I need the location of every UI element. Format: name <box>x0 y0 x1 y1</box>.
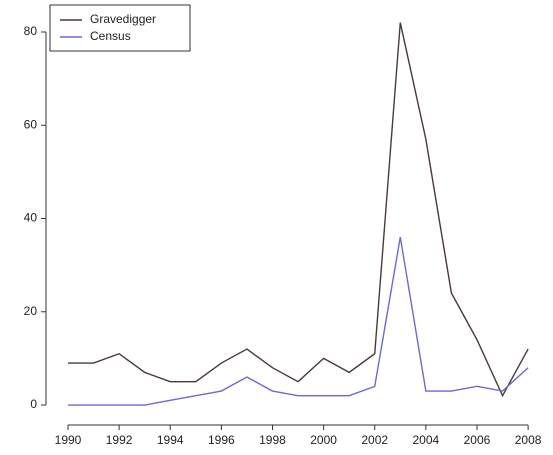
legend-label: Gravedigger <box>90 12 156 26</box>
x-tick-label: 2002 <box>361 433 388 447</box>
x-tick-label: 1994 <box>157 433 184 447</box>
legend-box <box>49 4 191 52</box>
x-tick-label: 2004 <box>413 433 440 447</box>
x-tick-label: 1992 <box>106 433 133 447</box>
line <box>67 22 529 398</box>
y-tick-label: 40 <box>24 211 38 225</box>
x-tick-label: 1996 <box>208 433 235 447</box>
y-tick-label: 0 <box>30 397 37 411</box>
y-tick-label: 80 <box>24 24 38 38</box>
x-tick-label: 2006 <box>464 433 491 447</box>
x-tick-label: 2000 <box>310 433 337 447</box>
x-tick-label: 2008 <box>515 433 542 447</box>
x-tick-label: 1998 <box>259 433 286 447</box>
x-tick-label: 1990 <box>55 433 82 447</box>
legend-label: Census <box>90 29 131 43</box>
y-tick-label: 20 <box>24 304 38 318</box>
line <box>67 237 529 406</box>
y-tick-label: 60 <box>24 117 38 131</box>
